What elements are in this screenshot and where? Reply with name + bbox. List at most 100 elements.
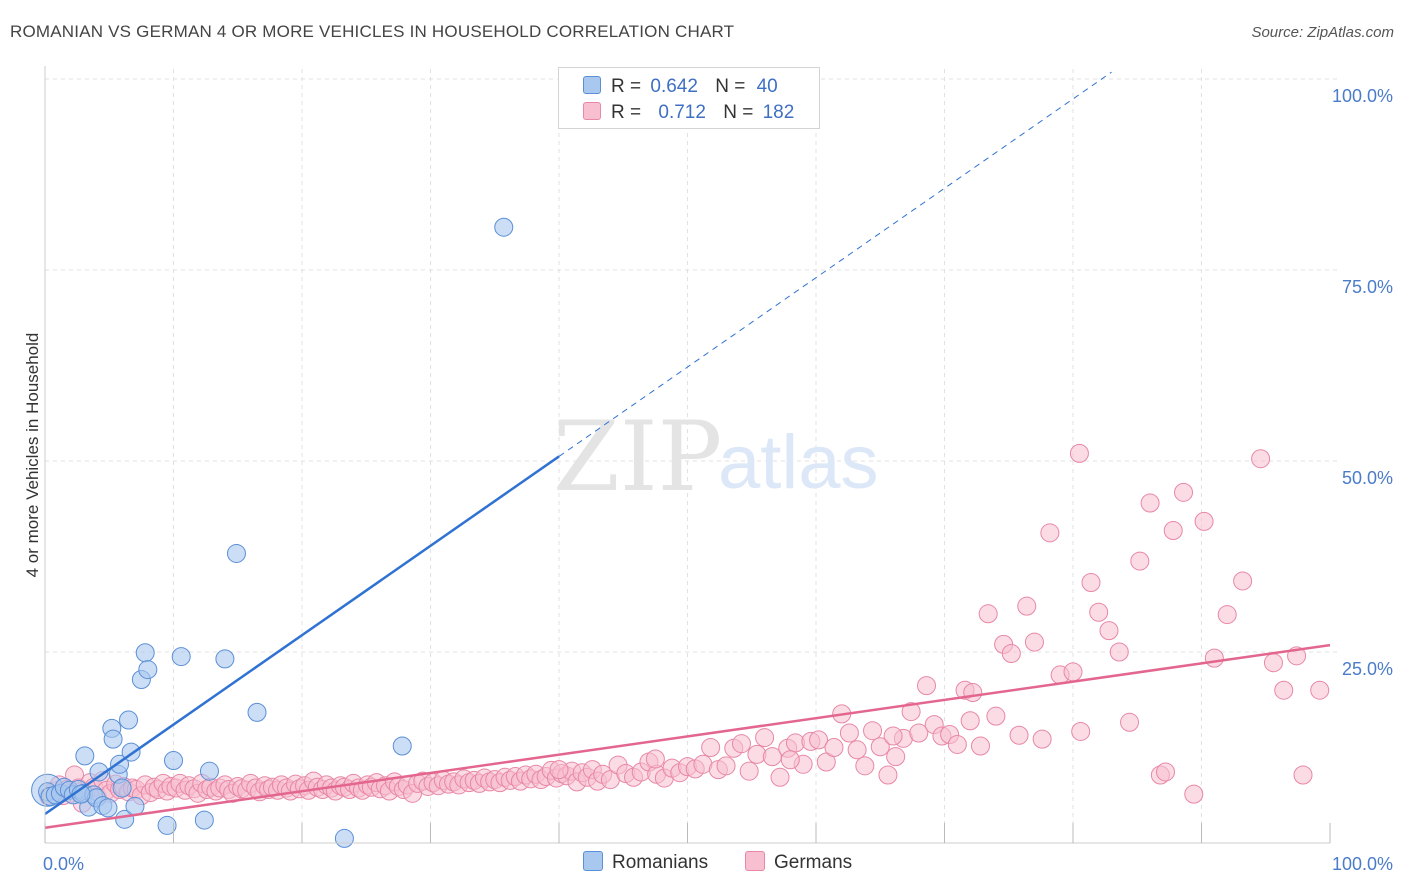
romanians-trend-extension [558, 71, 1112, 457]
legend-romanians-r-label: R = [611, 76, 642, 97]
correlation-legend: R = 0.642 N = 40 R = 0.712 N = 182 [558, 67, 820, 129]
german-point [855, 756, 875, 776]
legend-row-romanians: R = 0.642 N = 40 [583, 76, 778, 100]
german-point [1130, 551, 1150, 571]
german-point [1174, 482, 1194, 502]
legend-row-germans: R = 0.712 N = 182 [583, 102, 794, 126]
romanian-point [226, 543, 246, 563]
y-tick-label: 50.0% [1342, 468, 1393, 488]
trend-lines [44, 71, 1331, 829]
german-point [1184, 784, 1204, 804]
romanian-point [215, 649, 235, 669]
german-point [878, 765, 898, 785]
german-point [770, 767, 790, 787]
romanian-point [194, 810, 214, 830]
chart-title: ROMANIAN VS GERMAN 4 OR MORE VEHICLES IN… [10, 22, 735, 41]
german-point [847, 740, 867, 760]
german-point [1194, 511, 1214, 531]
german-point [1120, 712, 1140, 732]
german-point [645, 749, 665, 769]
romanian-point [138, 660, 158, 680]
german-point [917, 676, 937, 696]
german-point [1274, 680, 1294, 700]
german-point [731, 734, 751, 754]
legend-romanians-n-value: 40 [756, 76, 778, 97]
y-tick-label: 100.0% [1332, 86, 1393, 106]
legend-germans-n-label: N = [723, 102, 754, 123]
german-point [909, 723, 929, 743]
german-point [755, 728, 775, 748]
germans-legend-swatch [745, 851, 765, 871]
romanian-point [164, 750, 183, 770]
german-point [1156, 762, 1176, 782]
german-point [1069, 443, 1089, 463]
german-point [549, 760, 569, 780]
source-label: Source: ZipAtlas.com [1251, 24, 1394, 41]
german-point [960, 711, 980, 731]
german-point [863, 721, 883, 741]
bottom-legend-germans: Germans [745, 851, 852, 874]
romanian-point [392, 736, 412, 756]
german-point [1263, 653, 1283, 673]
german-point [963, 682, 983, 702]
german-point [886, 747, 906, 767]
romanian-point [89, 762, 109, 782]
german-point [1024, 632, 1044, 652]
romanians-swatch [583, 76, 601, 94]
german-point [1251, 449, 1271, 469]
romanian-point [494, 217, 514, 237]
german-point [1063, 662, 1083, 682]
romanian-point [119, 710, 139, 730]
german-point [809, 730, 829, 750]
german-point [1109, 642, 1129, 662]
german-point [1293, 765, 1313, 785]
german-point [824, 738, 844, 757]
x-tick-label-min: 0.0% [43, 854, 84, 874]
german-point [883, 726, 903, 746]
legend-romanians-r-value: 0.642 [650, 76, 698, 97]
german-point [716, 756, 736, 776]
romanian-point [135, 643, 155, 663]
german-point [978, 604, 998, 624]
german-point [1009, 725, 1029, 745]
romanians-legend-swatch [583, 851, 603, 871]
german-point [1310, 680, 1330, 700]
romanians-points [31, 217, 514, 848]
german-point [701, 738, 721, 757]
bottom-legend-romanians: Romanians [583, 851, 708, 874]
axis-layer: 25.0% 50.0% 75.0% 100.0% 0.0% 100.0% [43, 66, 1393, 874]
german-point [1140, 493, 1160, 513]
y-axis-label: 4 or more Vehicles in Household [23, 333, 42, 578]
german-point [739, 761, 759, 781]
y-tick-label: 75.0% [1342, 277, 1393, 297]
german-point [1089, 602, 1109, 622]
romanian-point [98, 798, 118, 818]
romanian-point [75, 746, 95, 766]
watermark: ZIP atlas [553, 401, 879, 513]
romanians-trend-line [44, 455, 560, 815]
german-point [901, 702, 921, 722]
german-point [1071, 721, 1091, 741]
watermark-atlas: atlas [718, 420, 879, 505]
romanian-point [334, 828, 354, 848]
german-point [1040, 523, 1060, 543]
german-point [1217, 605, 1237, 625]
romanian-point [103, 729, 123, 749]
german-point [1017, 596, 1037, 616]
legend-germans-r-value: 0.712 [658, 102, 706, 123]
germans-swatch [583, 102, 601, 120]
german-point [870, 737, 890, 757]
legend-germans-r-label: R = [611, 102, 642, 123]
y-tick-label: 25.0% [1342, 659, 1393, 679]
romanian-point [125, 796, 145, 816]
germans-legend-label: Germans [774, 852, 853, 873]
romanian-point [171, 647, 191, 667]
x-tick-label-max: 100.0% [1332, 854, 1393, 874]
german-point [947, 734, 967, 754]
german-point [1032, 729, 1052, 749]
german-point [970, 736, 990, 756]
german-point [1204, 648, 1224, 668]
legend-germans-n-value: 182 [762, 102, 795, 123]
romanian-point [247, 702, 267, 722]
